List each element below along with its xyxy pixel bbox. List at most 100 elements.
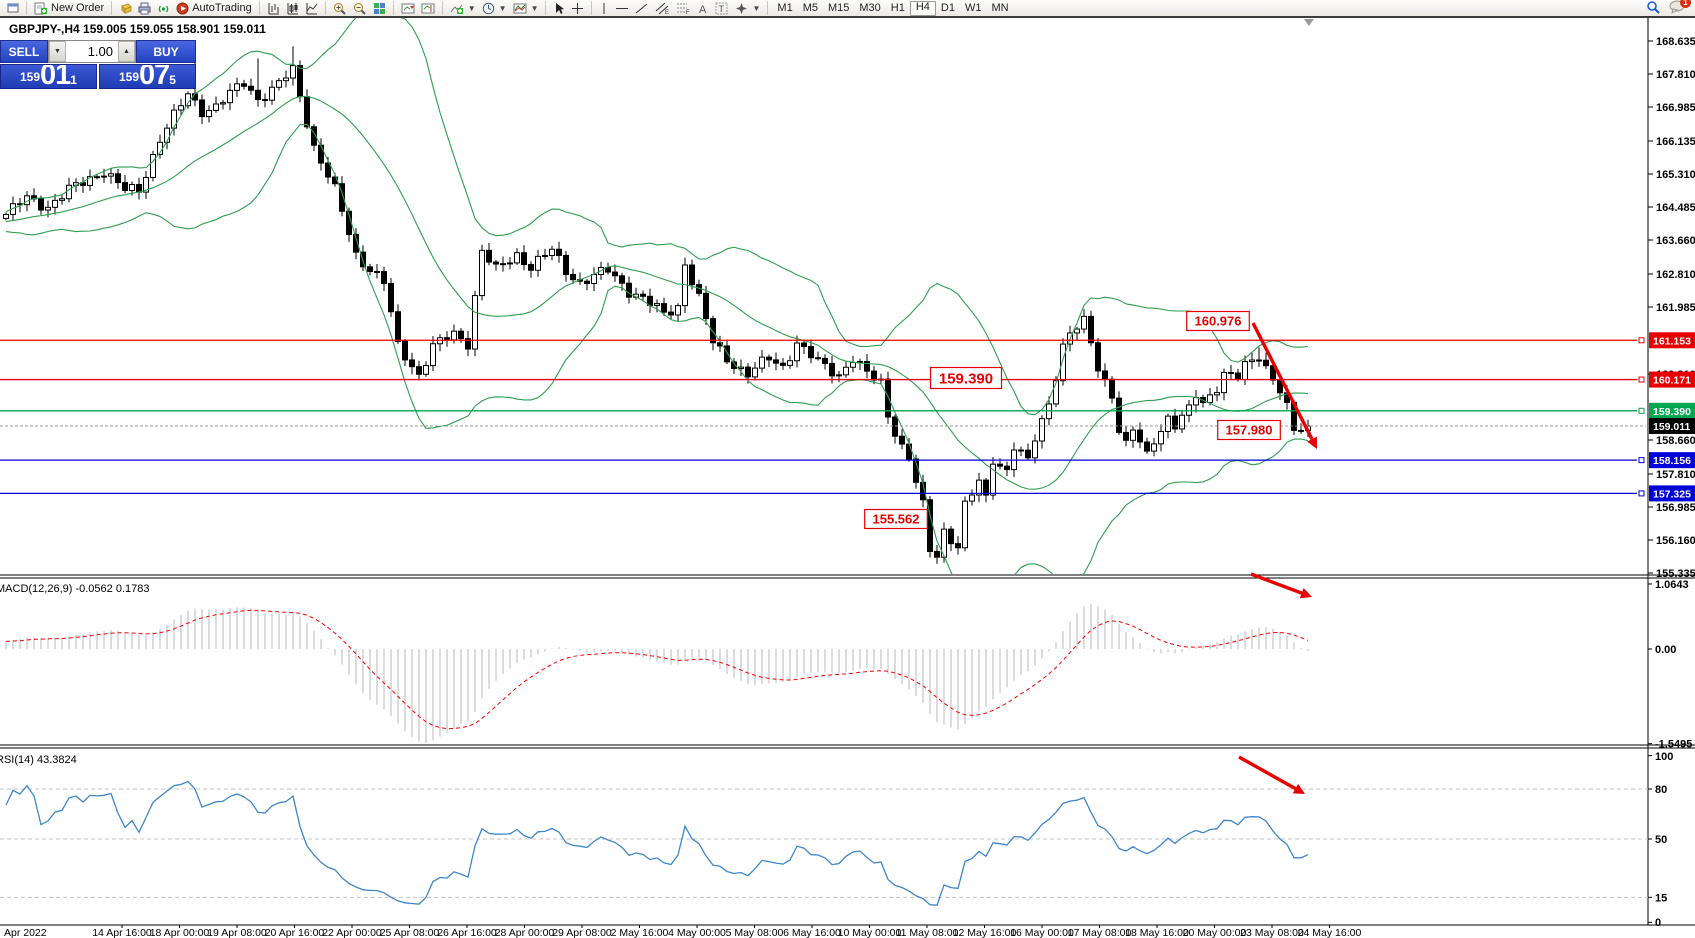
bar-chart-button[interactable] (264, 1, 283, 15)
volume-value[interactable]: 1.00 (87, 44, 113, 59)
svg-text:159.390: 159.390 (939, 370, 993, 387)
zoom-in-button[interactable] (330, 1, 350, 15)
price-line-161.153[interactable]: 161.153 (0, 332, 1695, 349)
svg-text:12 May 16:00: 12 May 16:00 (953, 927, 1017, 938)
chat-notification-badge: 1 (1680, 0, 1691, 8)
text-button[interactable]: A (694, 1, 712, 15)
macd-histogram (5, 604, 1309, 743)
search-button[interactable] (1646, 0, 1660, 17)
zoom-in-icon (333, 2, 346, 15)
svg-text:157.980: 157.980 (1226, 423, 1273, 438)
trend-arrow-2[interactable] (1250, 572, 1312, 599)
timeframe-button-m5[interactable]: M5 (802, 1, 818, 14)
trend-arrow-1[interactable] (1251, 322, 1317, 449)
annotation-157.980[interactable]: 157.980 (1217, 419, 1281, 441)
chart-window-icon[interactable] (4, 1, 22, 15)
buy-button[interactable]: BUY (136, 40, 196, 63)
chart-symbol-title: GBPJPY-,H4 159.005 159.055 158.901 159.0… (9, 22, 266, 36)
horizontal-line-button[interactable] (612, 1, 632, 15)
price-line-158.156[interactable]: 158.156 (0, 452, 1695, 469)
search-icon (1647, 0, 1660, 14)
equidistant-channel-button[interactable]: E (652, 1, 673, 15)
candlestick-chart-icon (287, 2, 298, 14)
volume-decrease-button[interactable]: ▼ (49, 41, 66, 62)
signal-button[interactable] (154, 1, 173, 15)
bollinger-bands (5, 18, 1309, 574)
candlestick-chart-button[interactable] (283, 1, 302, 15)
autotrading-button[interactable]: AutoTrading (173, 1, 255, 15)
svg-text:160.171: 160.171 (1653, 375, 1691, 387)
cursor-button[interactable] (550, 1, 568, 15)
svg-text:Apr 2022: Apr 2022 (4, 927, 47, 938)
trend-arrow-3[interactable] (1238, 755, 1305, 794)
tile-windows-icon (373, 2, 385, 14)
arrows-button[interactable]: ▼ (732, 1, 763, 15)
svg-text:11 May 08:00: 11 May 08:00 (896, 927, 959, 938)
price-line-159.390[interactable]: 159.390 (0, 402, 1695, 419)
timeframe-toolbar: M1 M5 M15 M30 H1 H4 D1 W1 MN (768, 0, 1017, 16)
svg-text:1.0643: 1.0643 (1655, 579, 1689, 591)
timeframe-button-d1[interactable]: D1 (940, 1, 955, 14)
tile-windows-button[interactable] (370, 1, 389, 15)
templates-button[interactable]: ▼ (510, 1, 542, 15)
indicators-button[interactable]: ▼ (447, 1, 479, 15)
timeframe-button-h1[interactable]: H1 (890, 1, 905, 14)
svg-text:18 Apr 00:00: 18 Apr 00:00 (150, 927, 210, 938)
svg-text:T: T (719, 4, 725, 14)
chat-button[interactable]: 1 (1669, 0, 1691, 17)
sell-button[interactable]: SELL (0, 40, 48, 63)
crosshair-button[interactable] (568, 1, 587, 15)
toolbar-group-window (0, 1, 27, 15)
annotation-160.976[interactable]: 160.976 (1186, 310, 1250, 332)
svg-text:159.390: 159.390 (1653, 406, 1691, 418)
svg-text:6 May 16:00: 6 May 16:00 (783, 927, 841, 938)
sell-price-small: 159 (20, 70, 41, 84)
vertical-line-button[interactable] (596, 1, 612, 15)
price-axis[interactable]: 168.635 167.810 166.985 166.135 165.310 164.4… (1648, 36, 1695, 580)
chart-shift-marker (1304, 19, 1314, 26)
svg-text:156.160: 156.160 (1656, 535, 1695, 547)
print-button[interactable] (135, 1, 154, 15)
auto-scroll-button[interactable] (418, 1, 438, 15)
svg-text:24 May 16:00: 24 May 16:00 (1298, 927, 1362, 938)
timeframe-button-mn[interactable]: MN (991, 1, 1009, 14)
zoom-out-button[interactable] (350, 1, 370, 15)
new-order-button[interactable]: New Order (31, 1, 107, 15)
chart-annotations[interactable]: 160.976 159.390 157.980 155.562 (864, 310, 1281, 530)
annotation-159.390[interactable]: 159.390 (929, 366, 1003, 390)
trendline-button[interactable] (632, 1, 652, 15)
svg-text:25 Apr 08:00: 25 Apr 08:00 (380, 927, 440, 938)
annotation-155.562[interactable]: 155.562 (864, 508, 928, 530)
rsi-line (5, 780, 1309, 906)
svg-text:166.985: 166.985 (1656, 102, 1695, 114)
price-line-157.325[interactable]: 157.325 (0, 485, 1695, 502)
chart-shift-button[interactable] (398, 1, 418, 15)
timeframe-button-m30[interactable]: M30 (859, 1, 881, 14)
timeframe-button-w1[interactable]: W1 (964, 1, 982, 14)
sell-price-display[interactable]: 159 01 1 (0, 64, 97, 89)
text-label-button[interactable]: T (712, 1, 732, 15)
svg-text:19 Apr 08:00: 19 Apr 08:00 (207, 927, 267, 938)
macd-signal-line (5, 609, 1309, 730)
svg-text:14 Apr 16:00: 14 Apr 16:00 (92, 927, 152, 938)
svg-text:28 Apr 00:00: 28 Apr 00:00 (495, 927, 555, 938)
svg-text:20 May 00:00: 20 May 00:00 (1183, 927, 1247, 938)
volume-increase-button[interactable]: ▲ (118, 41, 135, 62)
crosshair-icon (572, 2, 584, 14)
buy-price-display[interactable]: 159 07 5 (99, 64, 196, 89)
trendline-icon (636, 3, 648, 13)
price-line-159.011[interactable]: 159.011 (0, 417, 1695, 434)
periods-button[interactable]: ▼ (479, 1, 510, 15)
timeframe-button-m15[interactable]: M15 (827, 1, 850, 14)
cube-button[interactable] (116, 1, 135, 15)
fibonacci-button[interactable]: F (673, 1, 694, 15)
indicators-icon (450, 4, 463, 14)
timeframe-button-m1[interactable]: M1 (777, 1, 793, 14)
macd-panel: 1.0643 0.00 -1.5495 MACD(12,26,9) -0.0562 0… (0, 579, 1692, 751)
price-line-160.171[interactable]: 160.171 (0, 371, 1695, 388)
line-chart-button[interactable] (302, 1, 321, 15)
svg-text:A: A (699, 4, 707, 15)
timeframe-button-h4[interactable]: H4 (909, 0, 936, 16)
